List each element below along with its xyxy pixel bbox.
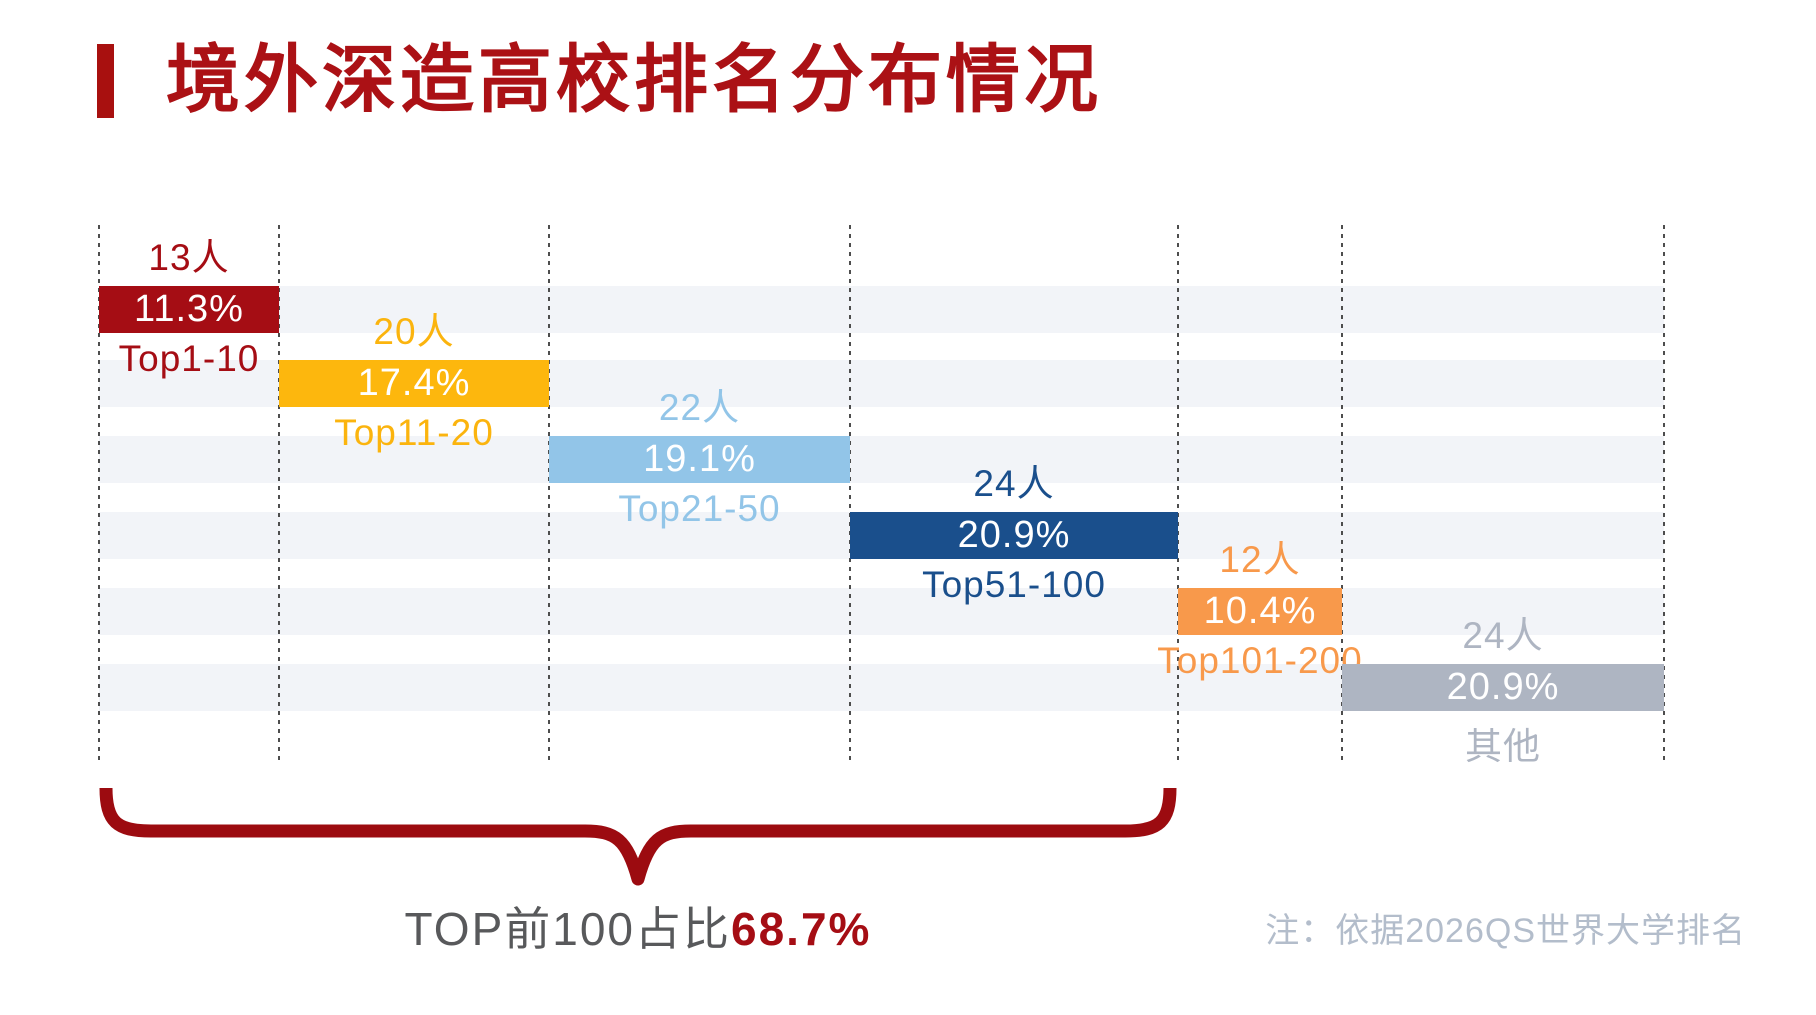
bar-group-top11-20: 20人 17.4% Top11-20 — [279, 311, 549, 453]
bar-top101-200: 10.4% — [1178, 588, 1342, 635]
bar-group-top21-50: 22人 19.1% Top21-50 — [549, 387, 850, 529]
footnote: 注：依据2026QS世界大学排名 — [1265, 912, 1746, 950]
bar-group-top1-10: 13人 11.3% Top1-10 — [99, 237, 279, 379]
brace-top100 — [99, 787, 1177, 886]
top100-summary: TOP前100占比68.7% — [99, 893, 1177, 959]
bar-category-label: 其他 — [1465, 726, 1541, 767]
bar-count-label: 24人 — [973, 463, 1055, 504]
bar-category-label: Top11-20 — [334, 412, 494, 453]
bar-category-label: Top1-10 — [118, 338, 260, 379]
top100-summary-label: TOP前100占比 — [404, 903, 732, 955]
bar-count-label: 20人 — [373, 311, 455, 352]
bar-percent-label: 20.9% — [957, 514, 1071, 556]
bar-group-top101-200: 12人 10.4% Top101-200 — [1157, 539, 1361, 681]
bar-top1-10: 11.3% — [99, 286, 279, 333]
bar-percent-label: 20.9% — [1446, 666, 1560, 708]
grid-line — [1177, 225, 1179, 762]
row-stripe — [99, 286, 1664, 333]
bar-percent-label: 17.4% — [357, 362, 471, 404]
bar-count-label: 13人 — [148, 237, 230, 278]
title-marker-bar — [97, 44, 114, 118]
bar-category-label: Top101-200 — [1157, 640, 1363, 681]
bar-top21-50: 19.1% — [549, 436, 850, 483]
grid-line — [1663, 225, 1665, 762]
bar-count-label: 22人 — [658, 387, 741, 428]
bar-category-label: Top21-50 — [618, 488, 781, 529]
bar-top11-20: 17.4% — [279, 360, 549, 407]
grid-line — [98, 225, 100, 762]
bar-category-label: Top51-100 — [922, 564, 1106, 605]
grid-line — [1341, 225, 1343, 762]
bar-other: 20.9% — [1342, 664, 1664, 711]
top100-summary-value: 68.7% — [731, 903, 872, 955]
grid-line — [849, 225, 851, 762]
bar-group-other: 24人 20.9% 其他 — [1342, 615, 1664, 767]
page-title: 境外深造高校排名分布情况 — [166, 40, 1102, 122]
row-stripe — [99, 588, 1664, 635]
bar-count-label: 24人 — [1462, 615, 1544, 656]
grid-line — [548, 225, 550, 762]
bar-percent-label: 19.1% — [643, 438, 756, 480]
title-block: 境外深造高校排名分布情况 — [97, 44, 1102, 118]
bar-percent-label: 11.3% — [134, 288, 244, 330]
bar-group-top51-100: 24人 20.9% Top51-100 — [850, 463, 1178, 605]
bar-top51-100: 20.9% — [850, 512, 1178, 559]
bar-count-label: 12人 — [1219, 539, 1301, 580]
row-stripe — [99, 436, 1664, 483]
bar-percent-label: 10.4% — [1203, 590, 1317, 632]
grid-line — [278, 225, 280, 762]
